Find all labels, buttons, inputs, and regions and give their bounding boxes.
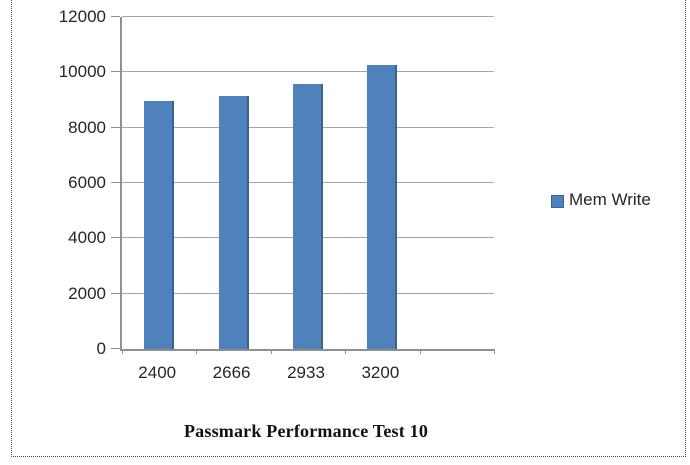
y-tick-label: 4000 bbox=[68, 228, 106, 248]
gridline bbox=[122, 16, 494, 17]
x-axis-tick bbox=[122, 349, 123, 354]
legend: Mem Write bbox=[551, 189, 651, 211]
bar bbox=[367, 65, 398, 349]
y-tick-label: 8000 bbox=[68, 117, 106, 137]
y-axis-labels: 0 2000 4000 6000 8000 10000 12000 bbox=[30, 0, 106, 465]
y-tick-label: 2000 bbox=[68, 283, 106, 303]
x-tick-label: 2666 bbox=[212, 363, 251, 382]
y-axis-tick bbox=[111, 237, 120, 239]
y-axis-tick bbox=[111, 126, 120, 128]
x-tick-label: 3200 bbox=[361, 363, 400, 382]
bar bbox=[144, 101, 175, 349]
y-tick-label: 12000 bbox=[58, 7, 106, 26]
legend-label: Mem Write bbox=[569, 190, 651, 209]
y-tick-label: 6000 bbox=[68, 173, 106, 192]
x-axis-tick bbox=[419, 349, 421, 354]
x-axis-tick bbox=[270, 349, 272, 354]
bar bbox=[293, 83, 323, 349]
y-tick-label: 10000 bbox=[58, 62, 106, 82]
y-axis-tick bbox=[111, 292, 120, 294]
y-axis-tick bbox=[111, 71, 120, 73]
x-tick-label: 2933 bbox=[287, 363, 325, 382]
x-axis-tick bbox=[345, 349, 347, 354]
y-axis-tick bbox=[111, 182, 120, 183]
y-tick-label: 0 bbox=[96, 339, 106, 358]
plot-area bbox=[111, 16, 495, 354]
y-axis-tick bbox=[111, 348, 120, 349]
gridline bbox=[122, 71, 494, 73]
x-axis-labels: 2400 2666 2933 3200 bbox=[120, 363, 492, 385]
chart-title: Passmark Performance Test 10 bbox=[183, 421, 429, 441]
x-axis-tick bbox=[196, 349, 198, 354]
legend-swatch-icon bbox=[551, 194, 564, 208]
x-tick-label: 2400 bbox=[138, 363, 177, 382]
bar bbox=[218, 95, 249, 349]
y-axis-tick bbox=[111, 16, 120, 17]
x-axis-tick bbox=[494, 349, 495, 354]
